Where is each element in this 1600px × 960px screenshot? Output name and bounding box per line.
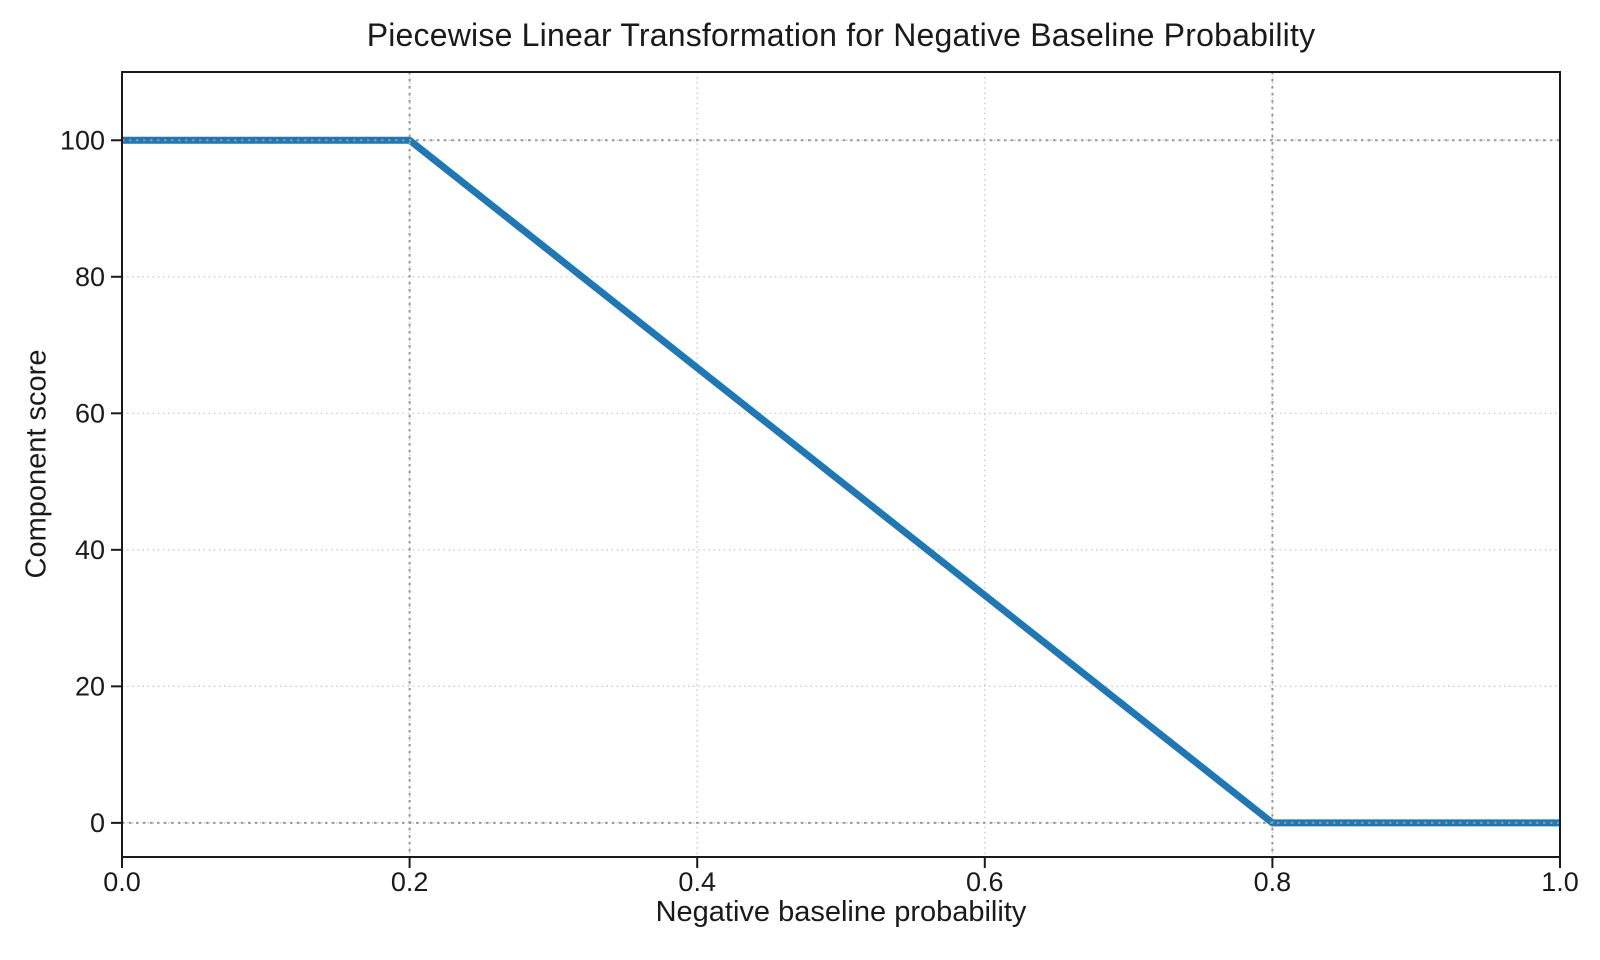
x-tick-label: 0.0	[103, 867, 141, 897]
plot-border	[121, 71, 1561, 858]
series-line	[122, 136, 1560, 827]
y-tick-label: 100	[60, 125, 105, 155]
y-tick-label: 80	[75, 262, 105, 292]
y-tick-label: 20	[75, 671, 105, 701]
y-tick-label: 40	[75, 535, 105, 565]
x-tick-label: 0.8	[1254, 867, 1292, 897]
x-tick-label: 1.0	[1541, 867, 1579, 897]
x-tick-label: 0.4	[678, 867, 716, 897]
y-tick-label: 0	[90, 808, 105, 838]
y-axis-label: Component score	[20, 349, 53, 579]
y-tick-label: 60	[75, 398, 105, 428]
x-tick-label: 0.6	[966, 867, 1004, 897]
x-tick-label: 0.2	[391, 867, 429, 897]
x-axis-label: Negative baseline probability	[655, 896, 1027, 928]
chart-title: Piecewise Linear Transformation for Nega…	[366, 17, 1316, 53]
